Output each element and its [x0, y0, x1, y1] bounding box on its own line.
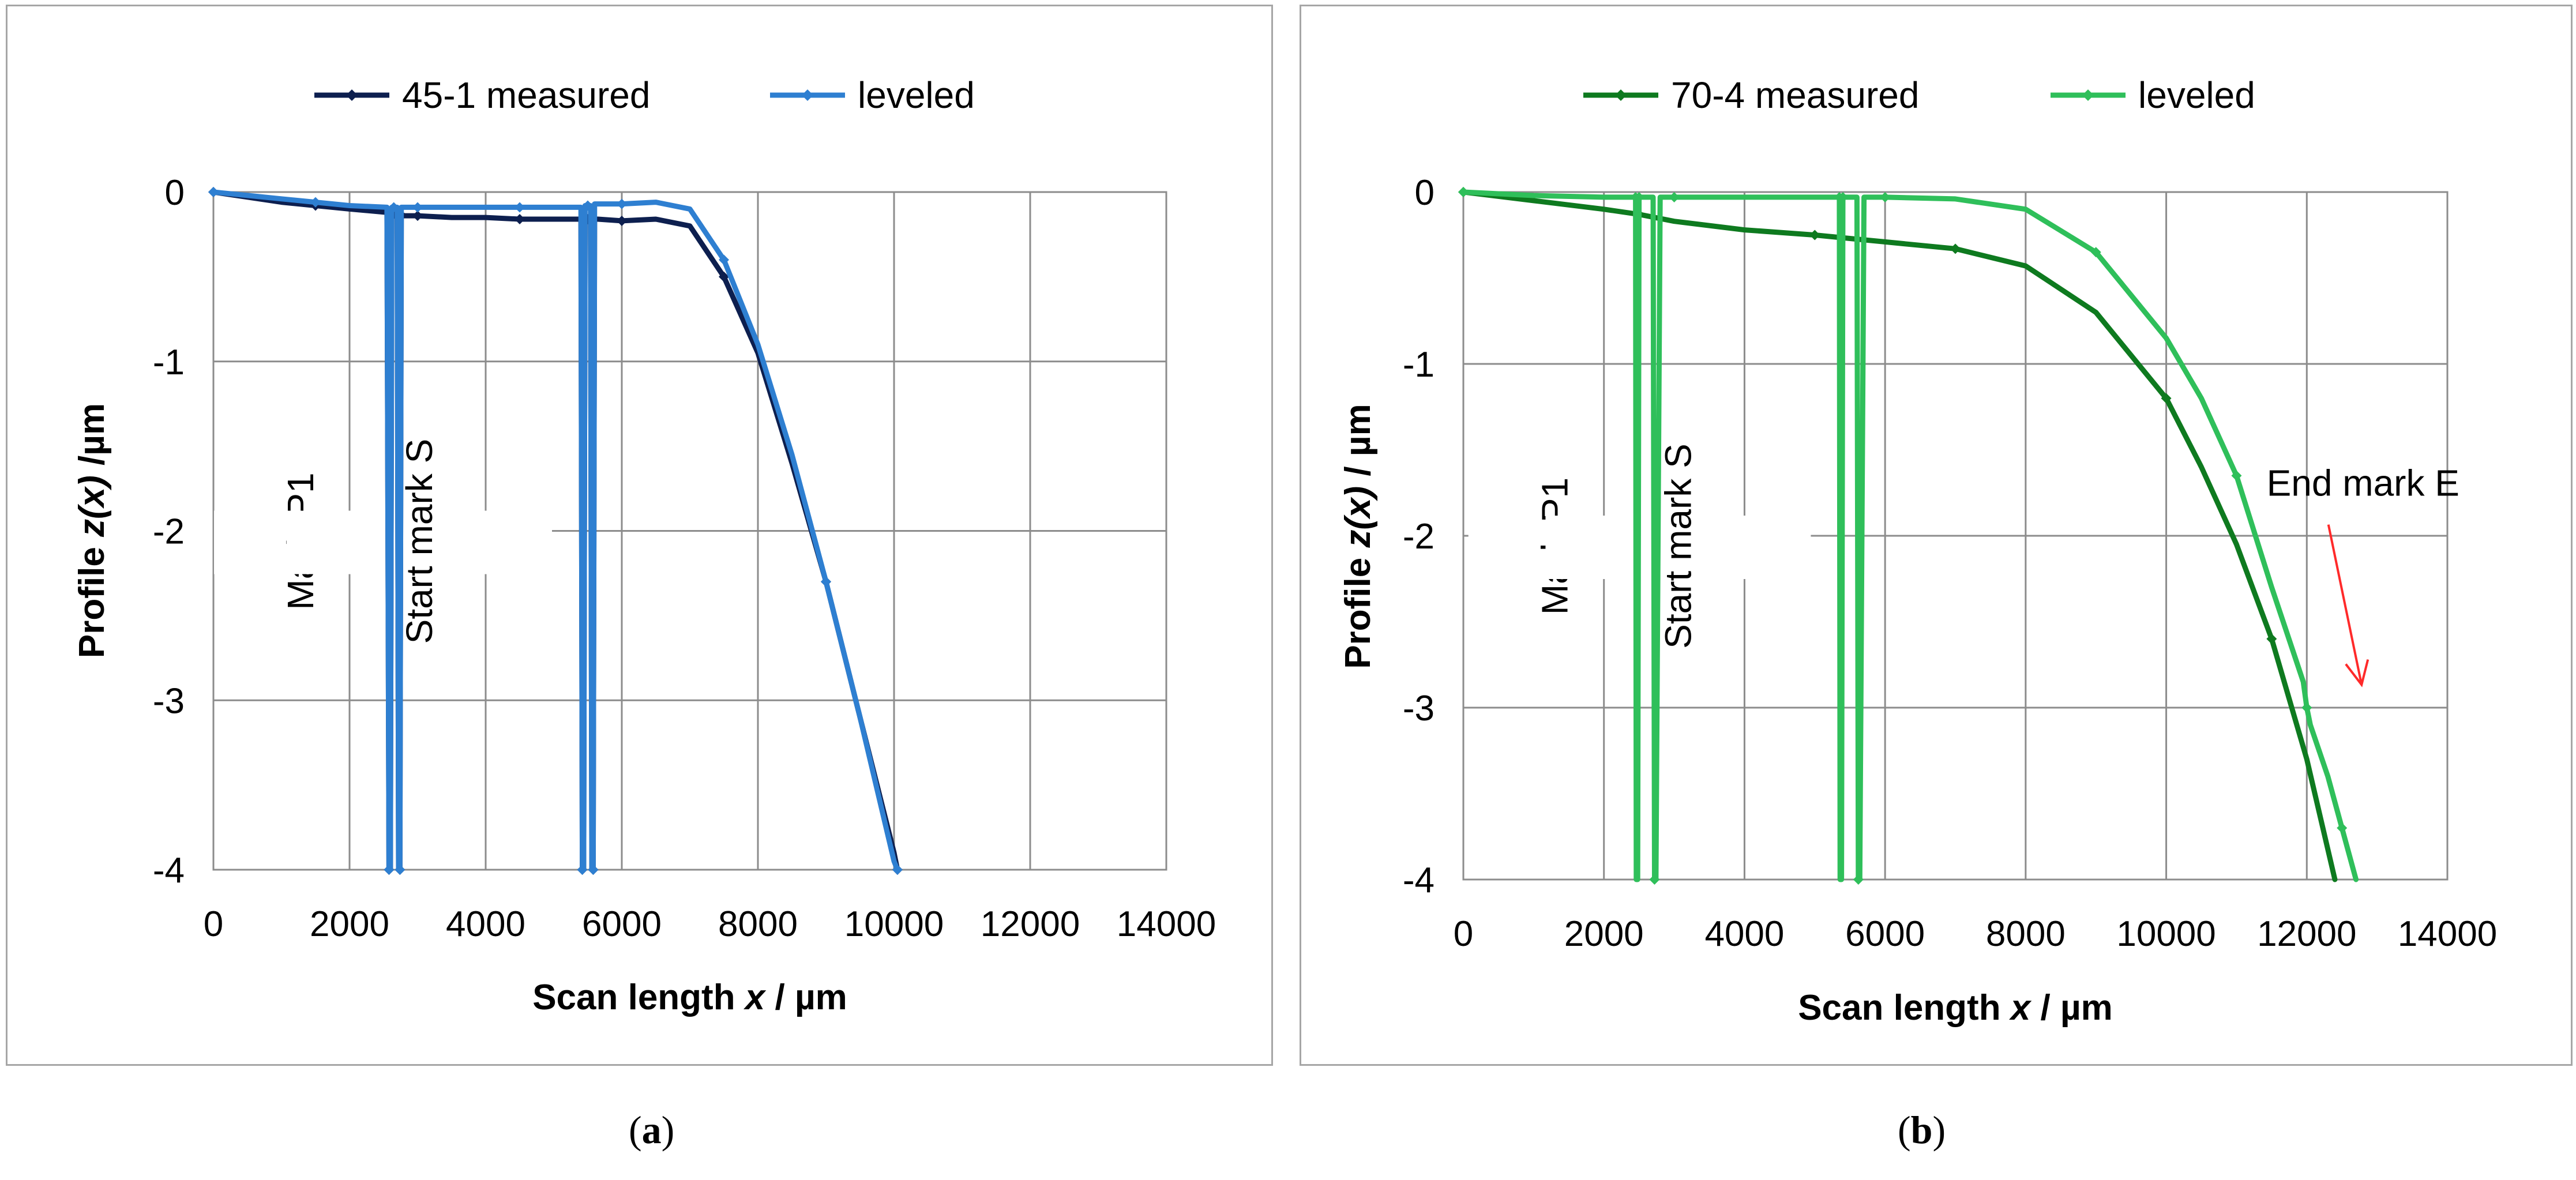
chart-a-xtick-label: 12000: [981, 904, 1080, 944]
chart-b-ytick-label: -1: [1403, 345, 1435, 385]
caption-b-open: (: [1898, 1108, 1911, 1152]
chart-b-xtick-label: 0: [1454, 914, 1473, 954]
chart-b-ytick-label: -2: [1403, 517, 1435, 557]
chart-b-y-axis-title: Profile z(x) / µm: [1338, 404, 1378, 668]
chart-a-data-point: [577, 865, 588, 875]
caption-b-close: ): [1932, 1108, 1946, 1152]
chart-a-ytick-label: -1: [153, 343, 185, 382]
chart-a-data-point: [617, 198, 627, 209]
chart-b-data-point: [1950, 243, 1961, 254]
chart-a-x-axis-title: Scan length x / µm: [532, 978, 847, 1017]
chart-b-xtick-label: 10000: [2116, 914, 2215, 954]
chart-b-ytick-label: -3: [1403, 689, 1435, 728]
chart-b-xtick-label: 12000: [2257, 914, 2356, 954]
chart-b-legend-marker: [1615, 89, 1627, 101]
chart-a-legend-marker: [802, 89, 813, 101]
chart-a-annotation-start-mark: Start mark S: [399, 439, 440, 644]
chart-a-xtick-label: 6000: [582, 904, 662, 944]
chart-a-legend-label: leveled: [858, 74, 975, 116]
caption-b-letter: b: [1910, 1108, 1933, 1152]
chart-a-annotation-bg: [287, 510, 552, 574]
chart-b-data-point: [1880, 191, 1891, 202]
chart-a-data-point: [388, 202, 399, 213]
chart-a-data-point: [588, 865, 599, 875]
chart-b-data-point: [2161, 393, 2172, 404]
chart-b-x-axis-title: Scan length x / µm: [1798, 988, 2113, 1028]
chart-a-data-point: [583, 200, 593, 211]
chart-b-data-point: [2231, 470, 2242, 481]
chart-a-data-point: [412, 211, 423, 221]
chart-a-data-point: [395, 865, 405, 875]
chart-b-data-point: [1838, 191, 1849, 202]
chart-b-data-point: [1634, 191, 1644, 202]
chart-b-data-point: [2337, 822, 2348, 833]
chart-a-xtick-label: 4000: [446, 904, 525, 944]
chart-b-data-point: [2090, 247, 2101, 258]
chart-b-data-point: [2266, 633, 2277, 644]
chart-b-ytick-label: -4: [1403, 860, 1435, 900]
chart-b-xtick-label: 8000: [1986, 914, 2066, 954]
chart-b-xtick-label: 6000: [1845, 914, 1925, 954]
chart-a-legend-marker: [346, 89, 358, 101]
chart-b-xtick-label: 2000: [1564, 914, 1644, 954]
chart-a-data-point: [310, 197, 321, 208]
chart-a-ytick-label: -3: [153, 681, 185, 721]
chart-a-data-point: [617, 215, 627, 226]
chart-a-xtick-label: 14000: [1117, 904, 1216, 944]
chart-b-data-point: [1809, 230, 1820, 240]
caption-b: (b): [1898, 1107, 1946, 1153]
chart-a-xtick-label: 8000: [718, 904, 798, 944]
chart-a-xtick-label: 10000: [844, 904, 944, 944]
chart-b-data-point: [1458, 187, 1469, 197]
chart-a-ytick-label: -4: [153, 851, 185, 890]
chart-a-data-point: [719, 271, 729, 282]
caption-a-letter: a: [641, 1108, 662, 1152]
chart-a-data-point: [719, 254, 729, 265]
chart-a-data-point: [821, 576, 831, 587]
chart-b-xtick-label: 14000: [2398, 914, 2497, 954]
chart-a-data-point: [412, 202, 423, 213]
chart-b-annotation-bg: [1545, 516, 1811, 579]
chart-a-y-axis-title: Profile z(x) /µm: [72, 403, 112, 658]
chart-a-data-point: [515, 202, 525, 213]
caption-a-open: (: [629, 1108, 642, 1152]
chart-a-data-point: [892, 865, 903, 875]
caption-a-close: ): [661, 1108, 675, 1152]
chart-a-xtick-label: 0: [204, 904, 223, 944]
chart-b-data-point: [1669, 191, 1680, 202]
chart-b-legend-marker: [2082, 89, 2094, 101]
chart-b-xtick-label: 4000: [1704, 914, 1784, 954]
chart-b-annotation-arrow: [2327, 524, 2363, 685]
chart-a-xtick-label: 2000: [310, 904, 389, 944]
chart-a-legend-label: 45-1 measured: [402, 74, 650, 116]
caption-a: (a): [629, 1107, 674, 1153]
chart-b-annotation-arrowhead: [2345, 659, 2370, 687]
chart-b-ytick-label: 0: [1415, 173, 1435, 213]
chart-b-legend-label: leveled: [2138, 74, 2255, 116]
chart-b-annotation-start-mark: Start mark S: [1657, 444, 1699, 649]
chart-a-data-point: [208, 187, 219, 197]
chart-a-data-point: [515, 214, 525, 224]
chart-b-annotation-end-mark: End mark E: [2267, 463, 2459, 504]
chart-a-data-point: [384, 865, 395, 875]
chart-b-data-point: [2301, 702, 2312, 713]
chart-b-data-point: [1649, 874, 1660, 885]
chart-a-ytick-label: -2: [153, 512, 185, 552]
chart-a-ytick-label: 0: [165, 173, 185, 213]
chart-b-legend-label: 70-4 measured: [1671, 74, 1919, 116]
chart-b-data-point: [1853, 874, 1864, 885]
